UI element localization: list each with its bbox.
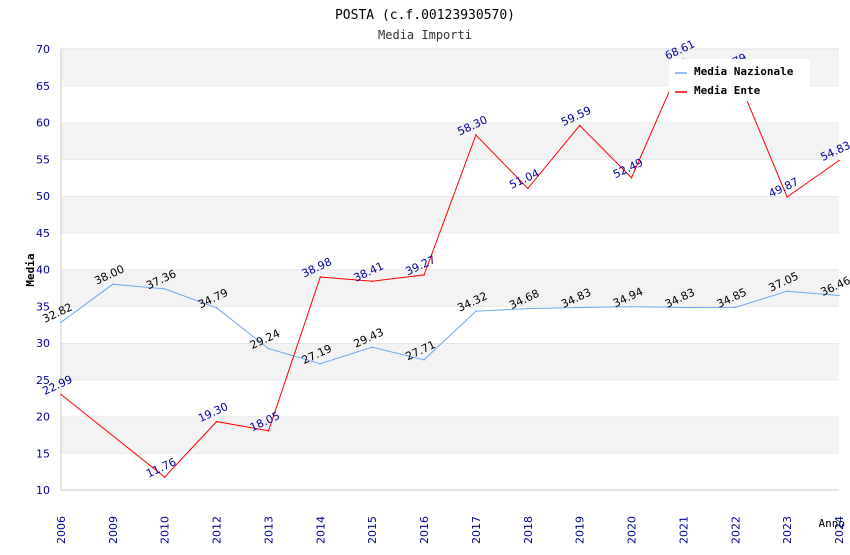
data-point	[786, 196, 788, 198]
data-point	[578, 306, 581, 309]
data-point	[838, 159, 840, 162]
x-tick-label: 2021	[677, 516, 690, 544]
y-tick-label: 65	[36, 80, 50, 93]
legend: Media Nazionale Media Ente	[669, 59, 810, 101]
x-tick-label: 2017	[470, 516, 483, 544]
data-point	[630, 305, 633, 308]
y-tick-label: 45	[36, 227, 50, 240]
y-tick-label: 60	[36, 117, 50, 130]
data-point	[682, 306, 685, 309]
x-tick-label: 2020	[626, 516, 639, 544]
x-tick-label: 2010	[159, 516, 172, 544]
x-tick-label: 2009	[107, 516, 120, 544]
grid-band	[61, 232, 839, 270]
grid-band	[61, 306, 839, 343]
y-tick-label: 40	[36, 264, 50, 277]
y-tick-label: 50	[36, 190, 50, 203]
data-point	[163, 476, 166, 478]
legend-box	[669, 59, 810, 101]
data-point	[475, 134, 477, 136]
x-tick-label: 2024	[833, 516, 846, 544]
y-tick-labels: 10 15 20 25 30 35 40 45 50 55 60 65 70	[36, 43, 50, 497]
data-point	[371, 280, 374, 282]
data-point	[423, 274, 425, 276]
data-point	[112, 283, 114, 286]
y-tick-label: 35	[36, 300, 50, 313]
data-point	[60, 393, 62, 396]
grid-band	[61, 416, 839, 454]
data-point	[423, 359, 425, 361]
series-line-media-nazionale	[60, 283, 840, 365]
y-tick-label: 10	[36, 484, 50, 497]
grid-band	[61, 343, 839, 380]
x-tick-label: 2018	[522, 516, 535, 544]
data-point	[319, 362, 322, 365]
x-tick-label: 2006	[55, 516, 68, 544]
y-tick-label: 70	[36, 43, 50, 56]
axes	[60, 49, 839, 491]
data-point	[734, 306, 737, 309]
grid-band	[61, 453, 839, 490]
grid-band	[61, 196, 839, 233]
data-point	[630, 176, 633, 179]
data-point	[267, 347, 270, 350]
data-point	[527, 307, 529, 310]
data-point	[319, 276, 322, 278]
x-tick-label: 2014	[314, 516, 327, 544]
x-axis-label: Anno	[819, 517, 846, 530]
x-tick-label: 2019	[574, 516, 587, 544]
data-point	[215, 420, 218, 423]
x-tick-label: 2016	[418, 516, 431, 544]
data-point	[215, 306, 218, 309]
x-tick-label: 2023	[781, 516, 794, 544]
chart-subtitle: Media Importi	[378, 28, 472, 42]
data-point	[578, 124, 581, 127]
y-tick-label: 30	[36, 337, 50, 350]
data-point	[786, 290, 788, 292]
grid-band	[61, 122, 839, 160]
y-tick-label: 15	[36, 447, 50, 460]
data-point	[371, 346, 374, 348]
grid-bands	[61, 48, 839, 490]
x-tick-label: 2022	[729, 516, 742, 544]
legend-label-media-ente: Media Ente	[694, 84, 761, 97]
x-tick-label: 2015	[366, 516, 379, 544]
data-point	[163, 288, 166, 290]
chart-title: POSTA (c.f.00123930570)	[335, 8, 515, 23]
legend-label-media-nazionale: Media Nazionale	[694, 65, 794, 78]
y-tick-label: 55	[36, 153, 50, 166]
grid-band	[61, 159, 839, 196]
x-tick-label: 2013	[262, 516, 275, 544]
y-axis-label: Media	[24, 253, 37, 286]
data-point	[267, 430, 270, 432]
grid-band	[61, 379, 839, 417]
y-tick-label: 25	[36, 374, 50, 387]
grid-band	[61, 269, 839, 307]
data-point	[60, 321, 62, 324]
x-tick-label: 2012	[211, 516, 224, 544]
data-point	[838, 294, 840, 297]
y-tick-label: 20	[36, 411, 50, 424]
x-tick-labels: 2006 2009 2010 2012 2013 2014 2015 2016 2017 2018…	[55, 516, 846, 544]
data-point	[527, 187, 529, 190]
data-point	[475, 310, 477, 313]
